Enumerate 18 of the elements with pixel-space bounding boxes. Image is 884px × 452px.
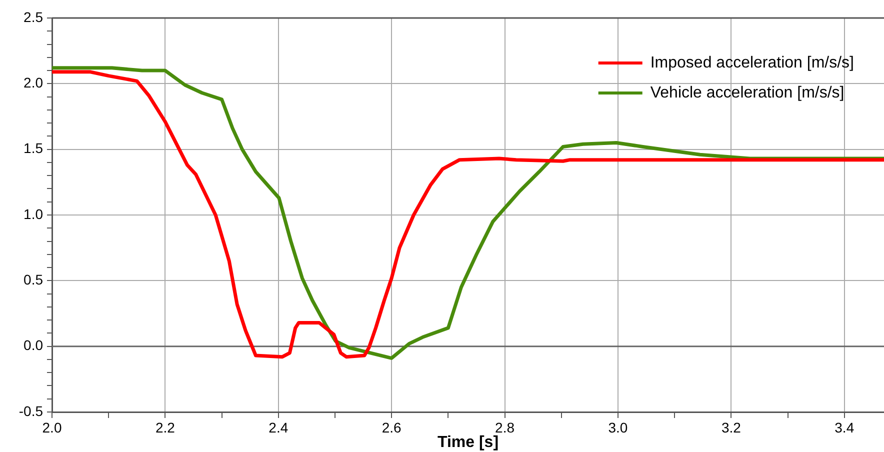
legend-label: Imposed acceleration [m/s/s] [650, 54, 854, 72]
y-tick-label: 0.5 [24, 272, 44, 288]
y-tick-label: -0.5 [18, 402, 44, 419]
y-tick-label: 0.0 [24, 337, 44, 354]
x-tick-label: 2.8 [495, 419, 515, 436]
legend-label: Vehicle acceleration [m/s/s] [650, 84, 844, 102]
x-tick-label: 2.2 [155, 419, 176, 436]
x-axis-title: Time [s] [437, 434, 499, 451]
x-tick-label: 3.4 [834, 419, 854, 436]
x-tick-label: 2.4 [268, 419, 288, 436]
y-tick-label: 1.0 [24, 206, 44, 222]
y-tick-label: 1.5 [24, 140, 44, 156]
x-tick-label: 2.0 [42, 419, 62, 436]
x-tick-label: 2.6 [382, 419, 402, 436]
x-tick-label: 3.0 [608, 419, 628, 436]
y-tick-label: 2.0 [24, 74, 44, 91]
x-tick-label: 3.2 [721, 419, 742, 436]
y-tick-label: 2.5 [24, 8, 44, 25]
